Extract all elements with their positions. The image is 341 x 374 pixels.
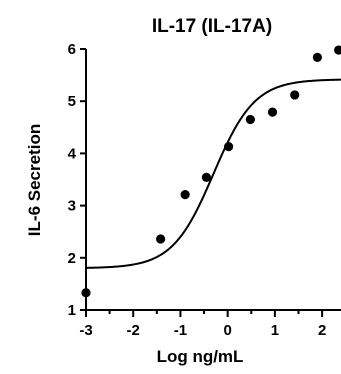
data-point (312, 52, 322, 62)
chart-title: IL-17 (IL-17A) (152, 16, 272, 37)
y-tick-label: 3 (68, 198, 76, 215)
fit-curve-layer (85, 78, 341, 269)
data-point (180, 190, 190, 200)
y-tick-label: 6 (68, 41, 76, 58)
y-tick-label: 1 (68, 302, 76, 319)
data-points-layer (81, 45, 341, 298)
data-point (201, 172, 212, 183)
data-point (290, 90, 300, 100)
y-tick-label: 4 (68, 145, 77, 162)
y-tick-label: 2 (68, 250, 76, 267)
x-tick-label: -3 (79, 322, 92, 339)
data-point (334, 45, 341, 55)
x-tick-label: 0 (223, 322, 231, 339)
data-point (245, 114, 255, 125)
x-tick-label: 1 (271, 322, 279, 339)
data-point (156, 234, 166, 244)
axes: 1 2 3 4 5 6 -3 -2 -1 0 1 2 (68, 41, 341, 339)
data-point (81, 288, 91, 298)
y-tick-label: 5 (68, 93, 76, 110)
data-point (267, 107, 278, 117)
fit-curve (85, 78, 341, 269)
x-axis-label: Log ng/mL (157, 347, 244, 366)
data-point (224, 142, 234, 152)
y-axis-label: IL-6 Secretion (25, 124, 44, 236)
x-tick-label: 2 (318, 322, 326, 339)
x-tick-label: -2 (127, 322, 140, 339)
x-tick-label: -1 (174, 322, 187, 339)
